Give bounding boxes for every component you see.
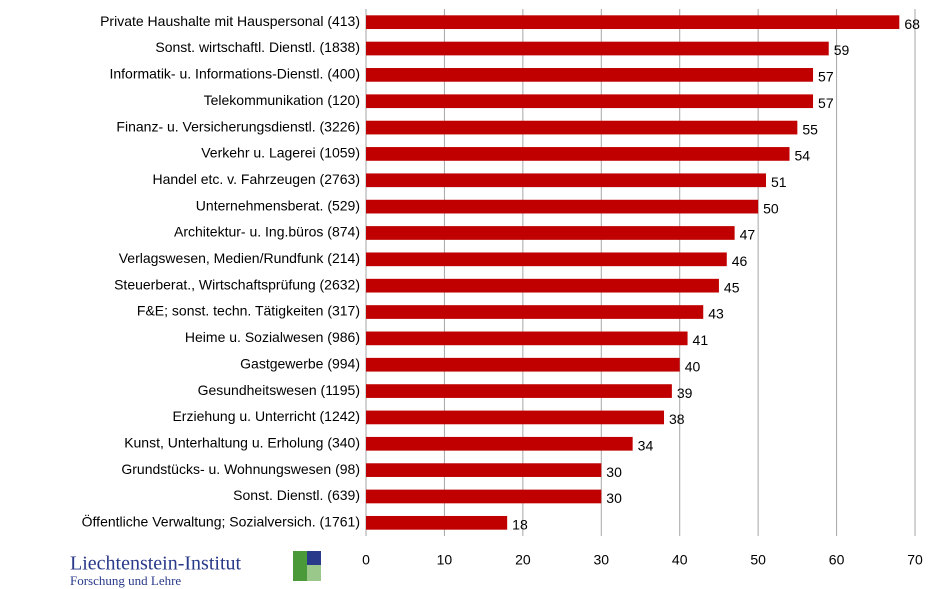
y-tick-label: Informatik- u. Informations-Dienstl. (40… (109, 66, 360, 82)
y-tick-label: Telekommunikation (120) (204, 92, 360, 108)
y-tick-label: Handel etc. v. Fahrzeugen (2763) (152, 171, 360, 187)
data-label: 43 (708, 306, 724, 322)
y-tick-label: Gesundheitswesen (1195) (198, 382, 360, 398)
y-tick-label: Öffentliche Verwaltung; Sozialversich. (… (82, 513, 360, 530)
data-label: 57 (818, 69, 834, 85)
x-tick-label: 0 (362, 552, 370, 568)
bar (366, 41, 829, 56)
data-label: 50 (763, 200, 779, 216)
y-tick-label: Erziehung u. Unterricht (1242) (172, 408, 360, 424)
data-label: 55 (802, 121, 818, 137)
logo-mark (307, 565, 321, 581)
bar (366, 147, 790, 161)
bar (366, 120, 798, 135)
data-label: 54 (795, 148, 811, 164)
y-tick-label: Unternehmensberat. (529) (196, 197, 360, 213)
bar (366, 515, 508, 530)
x-tick-label: 20 (515, 552, 531, 568)
y-tick-label: Kunst, Unterhaltung u. Erholung (340) (124, 434, 360, 450)
bar (366, 173, 766, 188)
y-tick-label: Finanz- u. Versicherungsdienstl. (3226) (116, 118, 360, 134)
y-tick-label: F&E; sonst. techn. Tätigkeiten (317) (137, 303, 360, 319)
data-label: 51 (771, 174, 787, 190)
data-label: 30 (606, 464, 622, 480)
bar (366, 331, 688, 346)
x-tick-label: 40 (672, 552, 688, 568)
bar (366, 278, 719, 293)
data-label: 18 (512, 517, 528, 533)
data-label: 38 (669, 411, 685, 427)
x-tick-label: 30 (593, 552, 609, 568)
data-label: 45 (724, 279, 740, 295)
y-tick-label: Steuerberat., Wirtschaftsprüfung (2632) (114, 276, 360, 292)
bar (366, 15, 900, 30)
bar (366, 463, 602, 477)
data-label: 40 (685, 358, 701, 374)
data-label: 59 (834, 42, 850, 58)
x-tick-label: 50 (750, 552, 766, 568)
data-label: 39 (677, 385, 693, 401)
data-label: 47 (740, 227, 756, 243)
logo-title: Liechtenstein-Institut (70, 553, 242, 575)
data-label: 41 (693, 332, 709, 348)
x-tick-label: 60 (829, 552, 845, 568)
bar (366, 436, 633, 451)
data-label: 46 (732, 253, 748, 269)
logo-mark (307, 551, 321, 565)
bar (366, 489, 602, 504)
y-tick-label: Sonst. wirtschaftl. Dienstl. (1838) (155, 39, 360, 55)
y-tick-label: Sonst. Dienstl. (639) (233, 487, 360, 503)
y-tick-label: Heime u. Sozialwesen (986) (185, 329, 360, 345)
data-label: 34 (638, 437, 654, 453)
logo-subtitle: Forschung und Lehre (70, 573, 181, 588)
bar (366, 357, 680, 372)
bar (366, 252, 727, 267)
bar (366, 68, 814, 82)
data-label: 68 (904, 16, 920, 32)
x-tick-label: 10 (437, 552, 453, 568)
y-tick-label: Verkehr u. Lagerei (1059) (201, 145, 360, 161)
data-label: 57 (818, 95, 834, 111)
bar (366, 199, 759, 214)
y-tick-label: Architektur- u. Ing.büros (874) (174, 224, 360, 240)
logo-mark (293, 551, 307, 581)
bar (366, 305, 704, 319)
y-tick-label: Private Haushalte mit Hauspersonal (413) (100, 13, 360, 29)
bar (366, 410, 665, 425)
y-tick-label: Gastgewerbe (994) (240, 355, 360, 371)
bar (366, 226, 735, 240)
data-label: 30 (606, 490, 622, 506)
bar (366, 94, 814, 109)
y-tick-label: Verlagswesen, Medien/Rundfunk (214) (119, 250, 360, 266)
x-tick-label: 70 (907, 552, 923, 568)
y-tick-label: Grundstücks- u. Wohnungswesen (98) (121, 461, 360, 477)
bar (366, 384, 672, 398)
